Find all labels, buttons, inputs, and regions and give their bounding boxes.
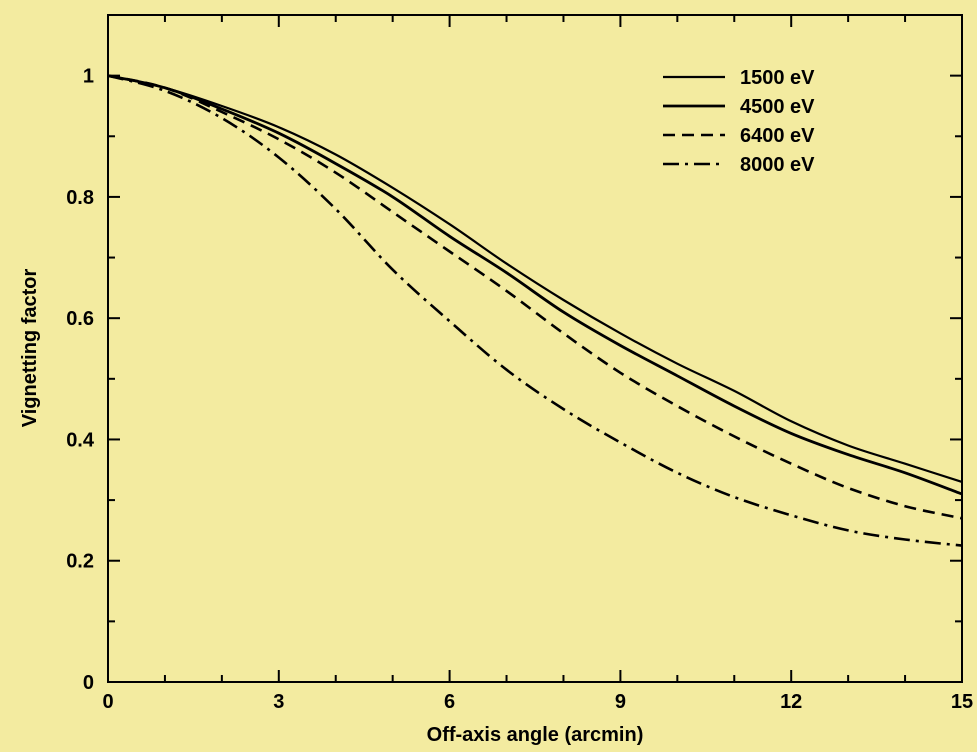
x-tick-label: 15 xyxy=(951,691,973,713)
x-tick-label: 12 xyxy=(780,691,802,713)
x-axis-label: Off-axis angle (arcmin) xyxy=(427,724,644,746)
plot-frame xyxy=(107,14,963,683)
y-tick-label: 0.6 xyxy=(66,308,94,330)
legend: 1500 eV 4500 eV 6400 eV 8000 eV xyxy=(663,67,815,176)
x-tick-label: 9 xyxy=(615,691,626,713)
series-line-2 xyxy=(107,74,963,496)
y-tick-label: 0.8 xyxy=(66,187,94,209)
series-line-1 xyxy=(107,74,963,483)
legend-label-2: 4500 eV xyxy=(740,96,815,118)
legend-label-4: 8000 eV xyxy=(740,154,815,176)
x-tick-label: 0 xyxy=(102,691,113,713)
plot-background xyxy=(108,15,962,682)
x-tick-label: 6 xyxy=(444,691,455,713)
x-tick-label: 3 xyxy=(273,691,284,713)
series-line-4 xyxy=(107,74,963,547)
legend-label-1: 1500 eV xyxy=(740,67,815,89)
y-axis-label: Vignetting factor xyxy=(19,269,41,428)
legend-label-3: 6400 eV xyxy=(740,125,815,147)
y-tick-label: 0.2 xyxy=(66,551,94,573)
y-tick-label: 0.4 xyxy=(66,429,95,451)
series-line-3 xyxy=(107,74,963,520)
y-tick-label: 0 xyxy=(83,672,94,694)
y-tick-label: 1 xyxy=(83,66,94,88)
